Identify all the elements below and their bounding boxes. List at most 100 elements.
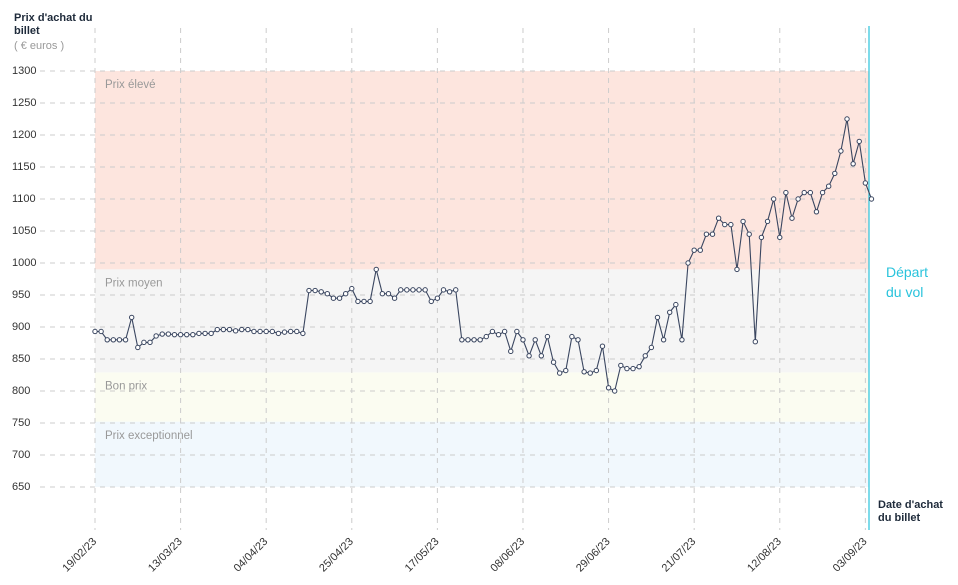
price-point bbox=[660, 337, 667, 343]
price-point bbox=[550, 359, 557, 365]
price-point bbox=[825, 183, 832, 189]
price-point bbox=[544, 333, 551, 340]
price-point bbox=[171, 331, 178, 338]
price-point bbox=[630, 365, 636, 372]
price-point bbox=[593, 367, 600, 374]
price-point bbox=[844, 116, 850, 122]
price-point bbox=[489, 328, 496, 335]
price-point bbox=[122, 337, 129, 343]
y-tick-label: 700 bbox=[12, 449, 30, 461]
price-point bbox=[98, 328, 104, 335]
price-point bbox=[153, 333, 159, 339]
price-point bbox=[318, 289, 324, 295]
price-point bbox=[104, 337, 110, 343]
price-point bbox=[336, 295, 343, 301]
price-point bbox=[838, 148, 844, 154]
price-point bbox=[477, 337, 483, 343]
price-point bbox=[342, 291, 349, 297]
price-point bbox=[648, 344, 655, 351]
price-point bbox=[868, 196, 875, 202]
price-point bbox=[422, 287, 428, 293]
x-tick-label: 08/06/23 bbox=[488, 536, 527, 575]
price-point bbox=[398, 287, 404, 293]
price-point bbox=[770, 196, 777, 202]
price-point bbox=[275, 330, 282, 337]
price-point bbox=[434, 295, 441, 301]
price-point bbox=[691, 247, 697, 253]
price-point bbox=[410, 287, 416, 293]
y-axis-title: Prix d'achat du billet bbox=[14, 12, 93, 37]
price-point bbox=[746, 231, 752, 237]
price-point bbox=[740, 218, 746, 225]
price-point bbox=[446, 289, 453, 295]
price-point bbox=[532, 337, 538, 343]
price-point bbox=[373, 266, 379, 273]
price-point bbox=[385, 291, 392, 297]
price-point bbox=[281, 329, 288, 335]
price-point bbox=[135, 344, 141, 351]
band-label: Prix moyen bbox=[105, 277, 163, 289]
y-axis-unit: ( € euros ) bbox=[14, 40, 65, 52]
price-point bbox=[269, 328, 276, 335]
price-point bbox=[563, 367, 569, 374]
price-band bbox=[95, 71, 870, 270]
price-band bbox=[95, 372, 870, 422]
price-point bbox=[703, 231, 710, 237]
price-point bbox=[128, 314, 135, 321]
price-point bbox=[685, 260, 691, 266]
price-point bbox=[330, 295, 337, 301]
price-point bbox=[416, 287, 422, 293]
price-point bbox=[618, 362, 624, 369]
y-tick-label: 1050 bbox=[12, 225, 36, 237]
y-tick-label: 1300 bbox=[12, 65, 36, 77]
price-point bbox=[184, 331, 190, 338]
price-point bbox=[801, 189, 807, 196]
price-point bbox=[428, 298, 434, 305]
x-tick-label: 29/06/23 bbox=[574, 536, 613, 575]
x-tick-label: 04/04/23 bbox=[232, 536, 271, 575]
annotation: Départ du vol bbox=[886, 264, 929, 300]
price-point bbox=[239, 326, 245, 333]
price-band bbox=[95, 269, 870, 373]
y-tick-label: 900 bbox=[12, 321, 30, 333]
price-point bbox=[294, 328, 300, 335]
price-band bbox=[95, 421, 870, 487]
price-point bbox=[789, 215, 795, 221]
y-tick-label: 650 bbox=[12, 481, 30, 493]
price-point bbox=[520, 337, 526, 343]
price-point bbox=[526, 353, 532, 359]
price-point bbox=[501, 328, 508, 335]
price-point bbox=[495, 331, 502, 338]
price-point bbox=[471, 337, 477, 343]
band-label: Bon prix bbox=[105, 380, 147, 392]
price-point bbox=[679, 337, 685, 343]
y-tick-label: 1100 bbox=[12, 193, 36, 205]
price-point bbox=[300, 330, 306, 337]
price-point bbox=[752, 339, 759, 345]
price-point bbox=[116, 337, 123, 343]
price-point bbox=[734, 266, 740, 273]
price-point bbox=[453, 287, 459, 293]
price-point bbox=[636, 363, 642, 370]
price-point bbox=[667, 309, 673, 315]
price-point bbox=[391, 295, 398, 301]
price-point bbox=[312, 287, 318, 294]
price-point bbox=[673, 301, 679, 308]
price-point bbox=[856, 138, 862, 145]
price-point bbox=[605, 385, 612, 391]
price-point bbox=[599, 343, 606, 349]
price-point bbox=[459, 337, 465, 343]
price-point bbox=[611, 388, 618, 394]
price-point bbox=[465, 337, 471, 343]
price-point bbox=[287, 328, 294, 335]
price-point bbox=[813, 209, 820, 215]
x-tick-label: 12/08/23 bbox=[745, 536, 784, 575]
price-point bbox=[777, 234, 783, 241]
price-point bbox=[220, 326, 227, 333]
price-point bbox=[251, 328, 257, 335]
y-tick-label: 850 bbox=[12, 353, 30, 365]
price-point bbox=[728, 221, 734, 228]
price-point bbox=[245, 326, 251, 333]
